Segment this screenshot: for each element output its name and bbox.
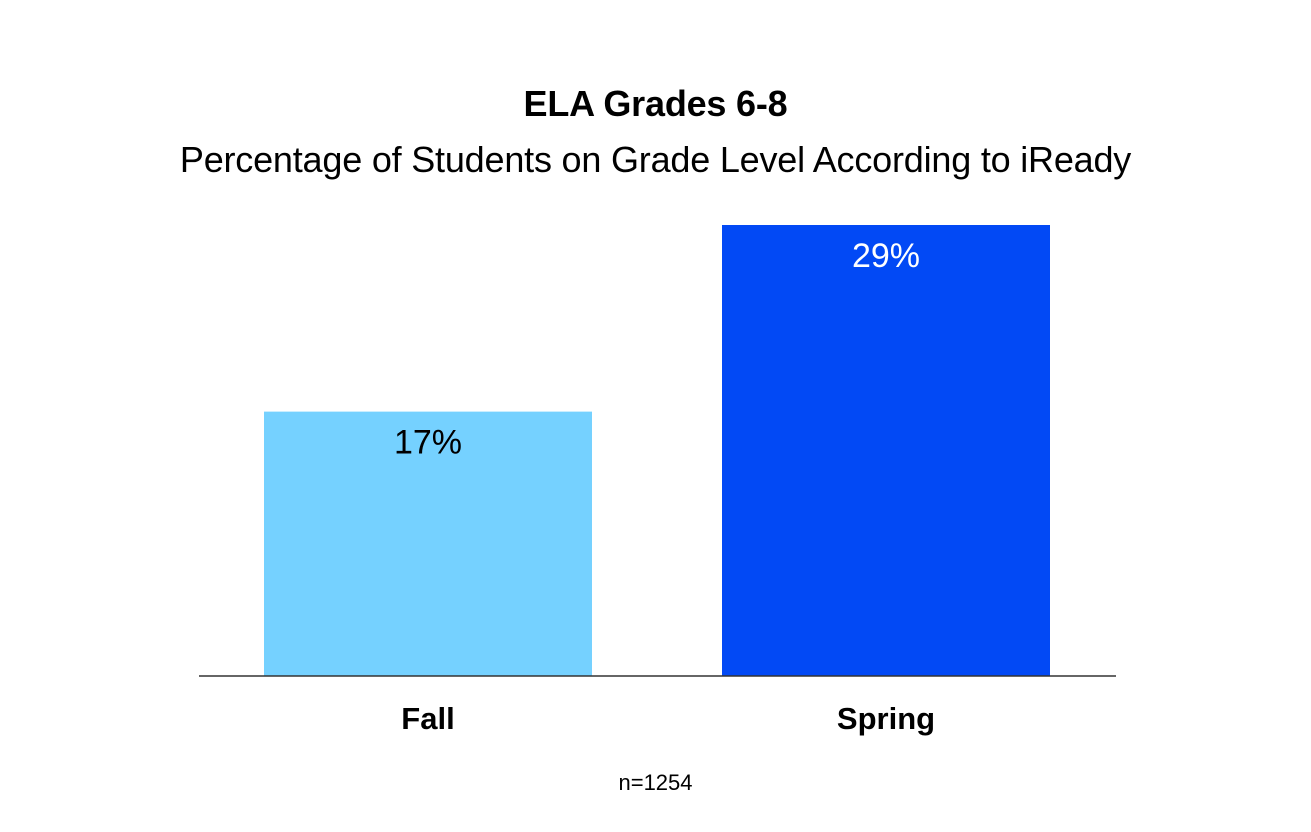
bar-fall	[264, 411, 592, 676]
labels-layer: 17% Fall 29% Spring	[394, 237, 935, 736]
bars-layer	[264, 225, 1050, 676]
category-label-fall: Fall	[401, 701, 454, 736]
data-label-fall: 17%	[394, 424, 462, 462]
category-label-spring: Spring	[837, 701, 935, 736]
bar-spring	[722, 225, 1050, 676]
sample-size-note: n=1254	[618, 770, 693, 795]
data-label-spring: 29%	[852, 237, 920, 275]
chart-title: ELA Grades 6-8	[523, 83, 788, 124]
chart-subtitle: Percentage of Students on Grade Level Ac…	[179, 139, 1132, 180]
